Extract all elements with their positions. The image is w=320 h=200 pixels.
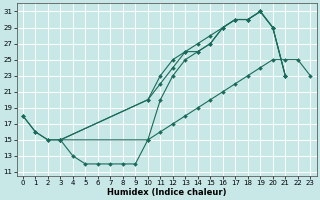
X-axis label: Humidex (Indice chaleur): Humidex (Indice chaleur) xyxy=(107,188,226,197)
